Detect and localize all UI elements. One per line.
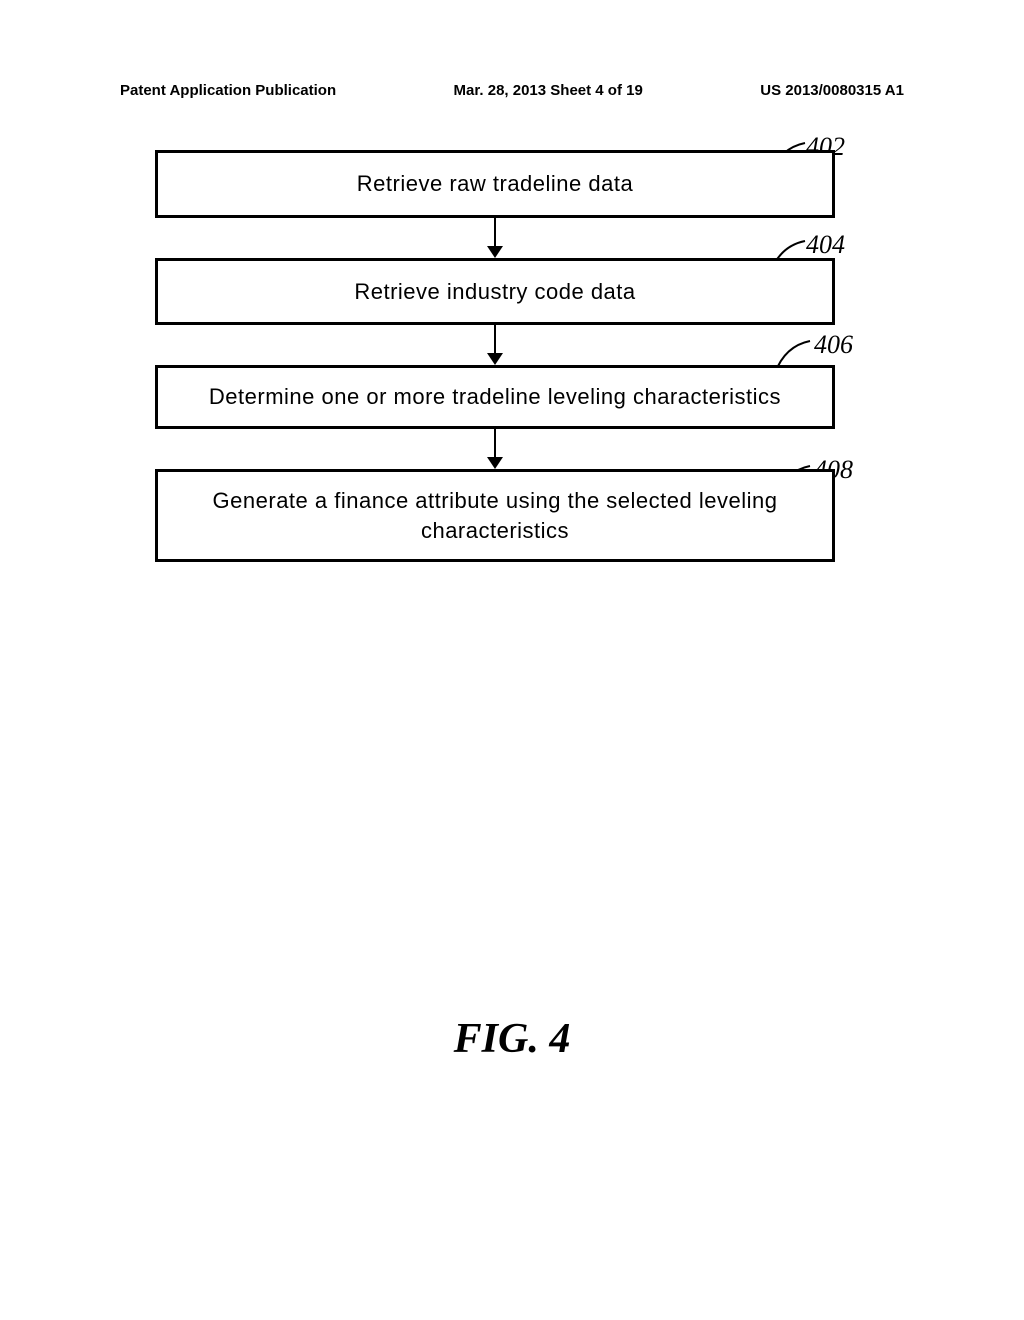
ref-label-404: 404: [806, 230, 845, 260]
flow-box-408: Generate a finance attribute using the s…: [155, 469, 835, 562]
header-patent-number: US 2013/0080315 A1: [760, 82, 904, 99]
flow-box-text: Retrieve industry code data: [354, 279, 635, 304]
ref-label-406: 406: [814, 330, 853, 360]
page-header: Patent Application Publication Mar. 28, …: [0, 82, 1024, 99]
flowchart-container: 402 Retrieve raw tradeline data 404 Retr…: [155, 150, 835, 562]
arrow-line-icon: [494, 218, 496, 248]
flow-arrow: [155, 429, 835, 469]
arrow-head-icon: [487, 457, 503, 469]
flow-box-text: Generate a finance attribute using the s…: [213, 488, 778, 543]
flow-box-406: Determine one or more tradeline leveling…: [155, 365, 835, 429]
flow-arrow: [155, 325, 835, 365]
arrow-head-icon: [487, 246, 503, 258]
flow-box-404: Retrieve industry code data: [155, 258, 835, 326]
header-publication: Patent Application Publication: [120, 82, 336, 99]
figure-label: FIG. 4: [454, 1015, 571, 1063]
flow-box-text: Determine one or more tradeline leveling…: [209, 384, 781, 409]
flow-box-text: Retrieve raw tradeline data: [357, 171, 633, 196]
flow-box-402: Retrieve raw tradeline data: [155, 150, 835, 218]
flow-arrow: [155, 218, 835, 258]
arrow-line-icon: [494, 325, 496, 355]
arrow-line-icon: [494, 429, 496, 459]
arrow-head-icon: [487, 353, 503, 365]
header-date-sheet: Mar. 28, 2013 Sheet 4 of 19: [454, 82, 643, 99]
